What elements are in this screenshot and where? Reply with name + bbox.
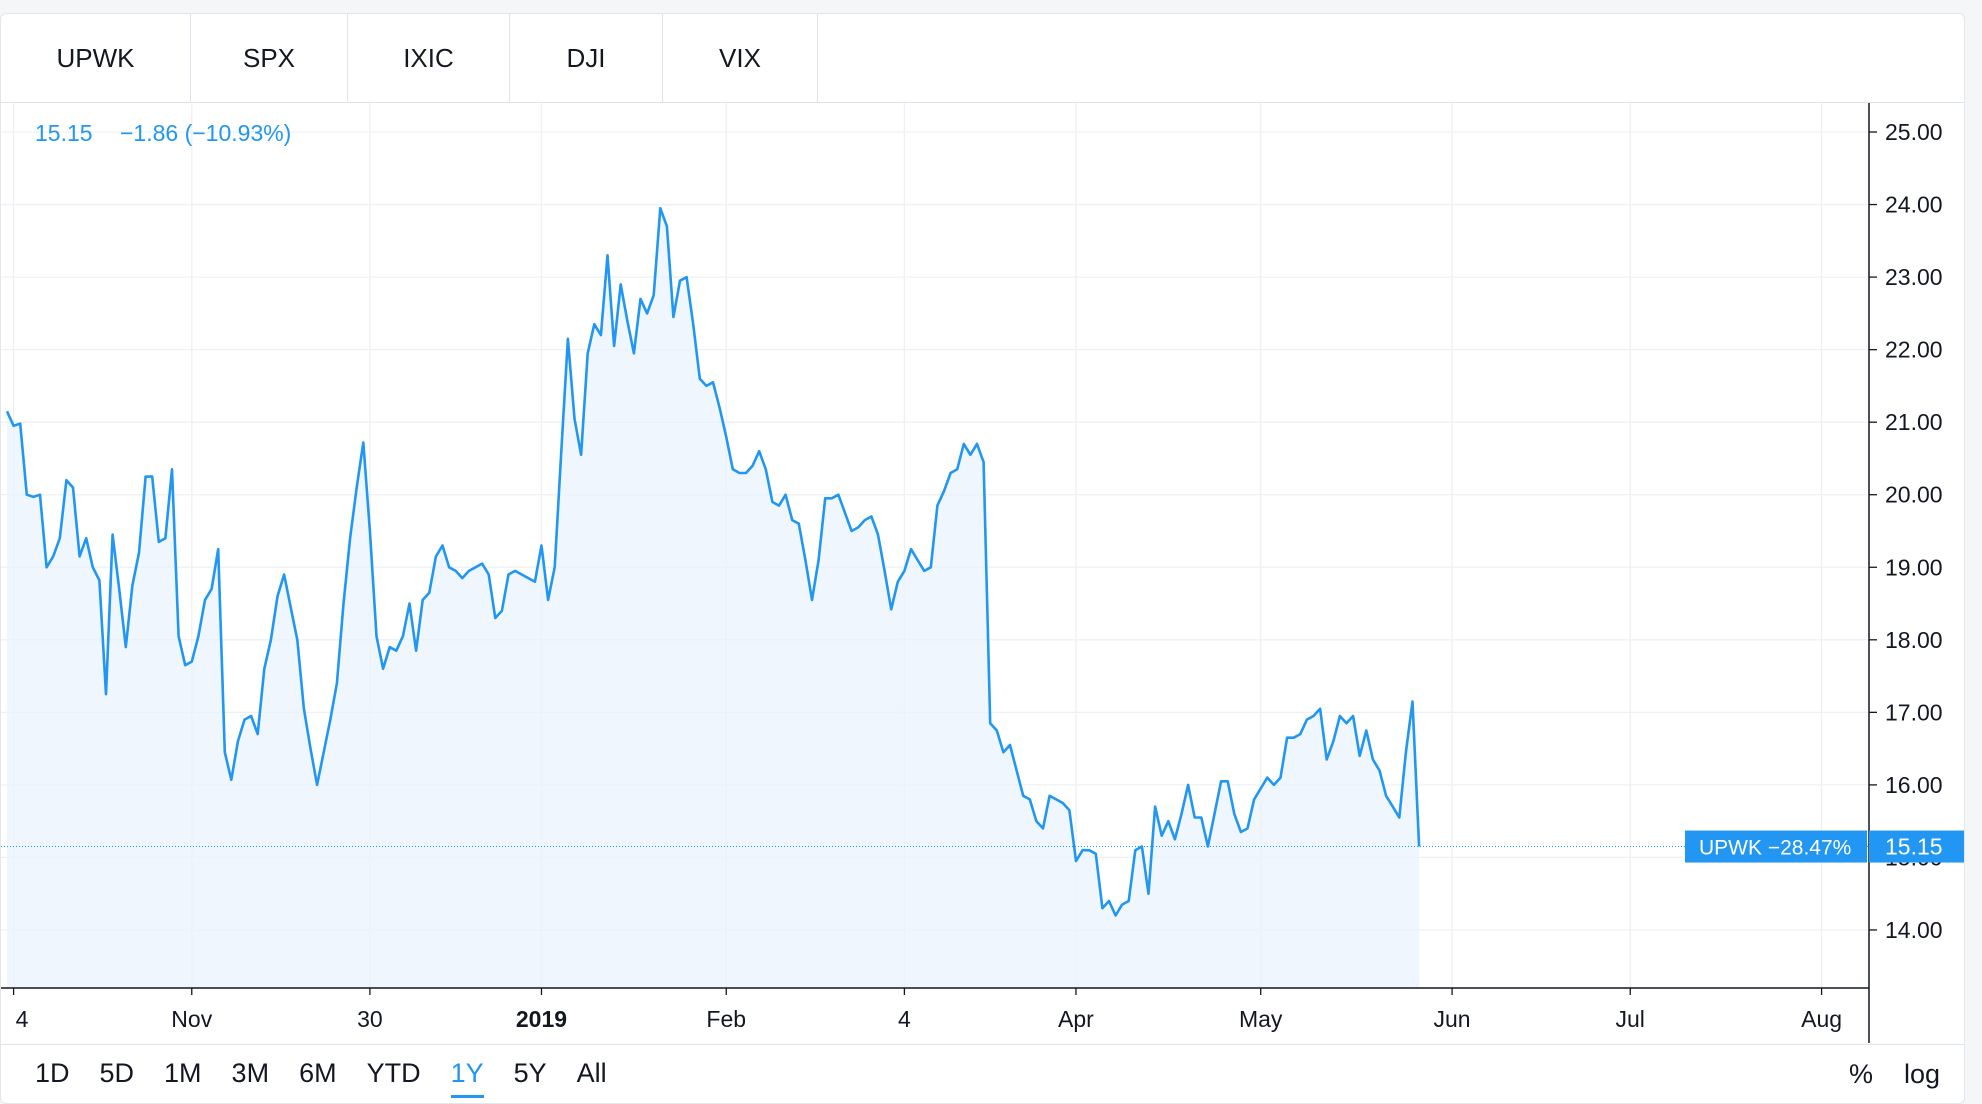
x-tick-label: Jul bbox=[1616, 1006, 1645, 1032]
price-legend: 15.15 −1.86 (−10.93%) bbox=[35, 120, 291, 146]
y-tick-label: 25.00 bbox=[1885, 119, 1943, 145]
last-price-tag-label: 15.15 bbox=[1885, 834, 1943, 860]
x-tick-label: 4 bbox=[898, 1006, 911, 1032]
y-tick-label: 24.00 bbox=[1885, 192, 1943, 218]
tab-vix[interactable]: VIX bbox=[663, 14, 818, 102]
y-tick-label: 17.00 bbox=[1885, 699, 1943, 725]
y-tick-label: 14.00 bbox=[1885, 917, 1943, 943]
y-tick-label: 23.00 bbox=[1885, 264, 1943, 290]
tab-dji[interactable]: DJI bbox=[510, 14, 663, 102]
y-tick-label: 18.00 bbox=[1885, 627, 1943, 653]
symbol-tabs: UPWK SPX IXIC DJI VIX bbox=[1, 14, 1964, 103]
last-price-tag-bg bbox=[1869, 830, 1964, 863]
chart-widget: UPWK SPX IXIC DJI VIX 14.0015.0016.0017.… bbox=[0, 13, 1965, 1104]
price-chart[interactable]: 14.0015.0016.0017.0018.0019.0020.0021.00… bbox=[1, 103, 1964, 1043]
x-tick-label: May bbox=[1239, 1006, 1283, 1032]
price-line bbox=[5, 206, 1421, 917]
range-1d[interactable]: 1D bbox=[35, 1057, 70, 1088]
range-1y[interactable]: 1Y bbox=[450, 1057, 484, 1098]
x-tick-label: 4 bbox=[16, 1006, 29, 1032]
price-badge-label: UPWK −28.47% bbox=[1699, 837, 1851, 860]
tab-ixic[interactable]: IXIC bbox=[348, 14, 510, 102]
x-tick-label: 30 bbox=[357, 1006, 383, 1032]
y-axis: 14.0015.0016.0017.0018.0019.0020.0021.00… bbox=[1869, 119, 1943, 943]
range-toolbar: 1D 5D 1M 3M 6M YTD 1Y 5Y All % log bbox=[1, 1044, 1964, 1101]
range-1m[interactable]: 1M bbox=[164, 1057, 202, 1088]
x-tick-label: Jun bbox=[1434, 1006, 1471, 1032]
range-6m[interactable]: 6M bbox=[299, 1057, 337, 1088]
log-toggle[interactable]: log bbox=[1904, 1059, 1941, 1089]
x-tick-label: 2019 bbox=[516, 1006, 567, 1032]
range-3m[interactable]: 3M bbox=[231, 1057, 270, 1088]
range-ytd[interactable]: YTD bbox=[366, 1057, 421, 1088]
legend-change: −1.86 (−10.93%) bbox=[120, 120, 291, 146]
x-axis: 4 Nov 30 2019 Feb 4 Apr May Jun Jul Aug bbox=[12, 988, 1842, 1032]
price-area bbox=[7, 208, 1420, 988]
tab-spx[interactable]: SPX bbox=[191, 14, 348, 102]
price-badge: UPWK −28.47% bbox=[1685, 830, 1867, 863]
y-tick-label: 16.00 bbox=[1885, 772, 1943, 798]
legend-last-price: 15.15 bbox=[35, 120, 93, 146]
range-5y[interactable]: 5Y bbox=[513, 1057, 547, 1088]
y-tick-label: 22.00 bbox=[1885, 337, 1943, 363]
last-price-tag: 15.15 bbox=[1869, 830, 1964, 863]
tab-upwk[interactable]: UPWK bbox=[1, 14, 191, 102]
range-5d[interactable]: 5D bbox=[99, 1057, 135, 1088]
price-badge-bg bbox=[1685, 830, 1867, 863]
x-tick-label: Aug bbox=[1801, 1006, 1842, 1032]
x-tick-label: Apr bbox=[1058, 1006, 1094, 1032]
x-tick-label: Nov bbox=[171, 1006, 212, 1032]
percent-toggle[interactable]: % bbox=[1849, 1059, 1874, 1089]
x-tick-label: Feb bbox=[706, 1006, 746, 1032]
range-all[interactable]: All bbox=[576, 1057, 607, 1088]
y-tick-label: 20.00 bbox=[1885, 482, 1943, 508]
y-tick-label: 21.00 bbox=[1885, 409, 1943, 435]
y-tick-label: 19.00 bbox=[1885, 554, 1943, 580]
